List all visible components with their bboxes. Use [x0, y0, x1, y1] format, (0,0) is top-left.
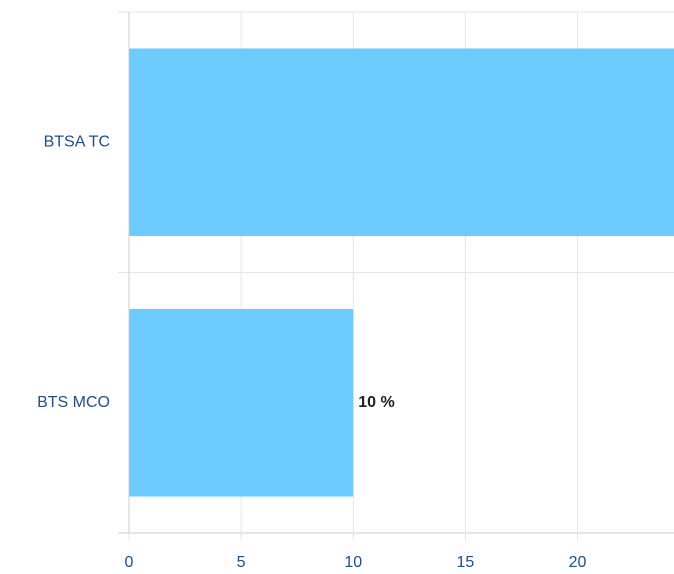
bar: [129, 48, 674, 237]
x-tick-label: 10: [344, 554, 362, 571]
x-tick-label: 5: [237, 554, 246, 571]
x-tick-label: 20: [569, 554, 587, 571]
x-tick-label: 15: [457, 554, 475, 571]
x-tick-label: 0: [125, 554, 134, 571]
plot-area: 10 %: [129, 48, 674, 497]
bar: [129, 308, 354, 497]
y-tick-label: BTSA TC: [44, 133, 110, 150]
value-label: 10 %: [358, 394, 394, 411]
y-tick-label: BTS MCO: [37, 394, 110, 411]
